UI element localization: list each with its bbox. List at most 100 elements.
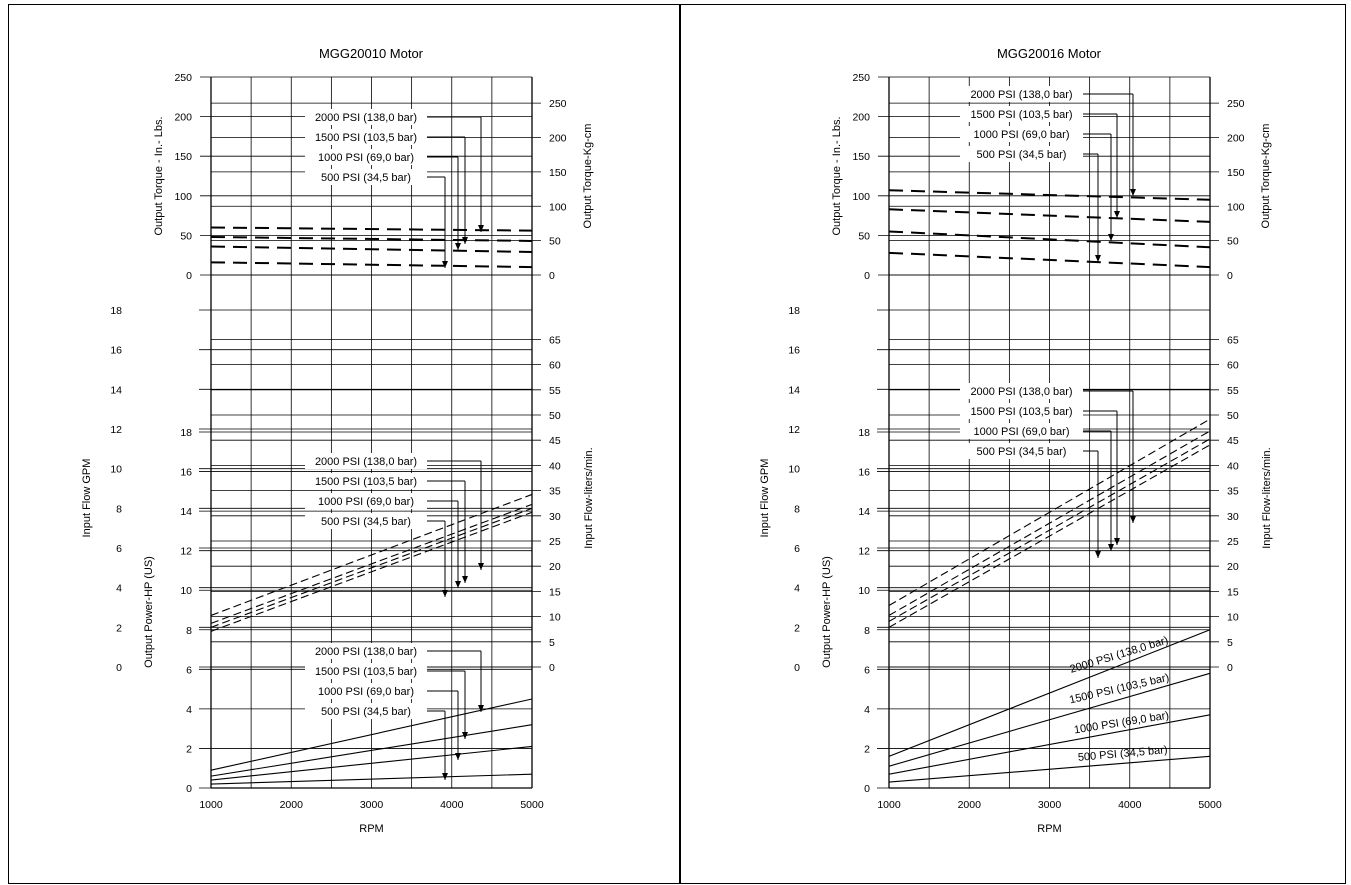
chart2-lpm-tick: 45 (1227, 435, 1239, 447)
chart2-flow-label-bg-2 (960, 423, 1083, 439)
chart2-kgcm-tick: 250 (1227, 98, 1245, 110)
chart2-flow-series-2 (888, 438, 1211, 622)
chart1-hp-tick: 6 (186, 664, 192, 676)
chart2-torque-series-1 (888, 208, 1211, 223)
chart2-gpm-tick: 18 (788, 305, 800, 317)
chart2-torque-label-bg-0 (960, 86, 1083, 102)
chart1-torque-arrowhead-1 (462, 237, 468, 244)
chart1-flow-arrowhead-3 (442, 590, 448, 597)
chart1-x-tick: 1000 (199, 799, 223, 811)
chart2-torque-arrowhead-1 (1114, 211, 1120, 218)
chart1-flow-label-0: 2000 PSI (138,0 bar) (315, 456, 417, 468)
chart1-gpm-tick: 10 (110, 464, 122, 476)
chart1-flow-label-1: 1500 PSI (103,5 bar) (315, 476, 417, 488)
chart1-lpm-tick: 40 (549, 460, 561, 472)
chart1-power-series-1 (210, 724, 533, 777)
chart2-torque-arrowhead-2 (1108, 234, 1114, 241)
chart1-torque-tick: 100 (174, 191, 192, 203)
chart1-flow-label-bg-0 (305, 453, 427, 469)
chart1-torque-tick: 250 (174, 72, 192, 84)
chart2-torque-label-2: 1000 PSI (69,0 bar) (973, 129, 1069, 141)
chart2-flow-arrowhead-0 (1130, 516, 1136, 523)
chart1-lpm-tick: 45 (549, 435, 561, 447)
chart2-power-label-2: 1000 PSI (69,0 bar) (1073, 710, 1170, 737)
chart1-flow-series-2 (210, 507, 533, 628)
chart2-x-tick: 3000 (1038, 799, 1062, 811)
chart1-torque-label-bg-1 (305, 129, 427, 145)
chart2-lpm-tick: 35 (1227, 486, 1239, 498)
chart2-hp-tick: 2 (864, 743, 870, 755)
chart2-lpm-tick: 5 (1227, 637, 1233, 649)
chart2-torque-label-bg-3 (960, 146, 1083, 162)
chart1-power-label-bg-1 (305, 663, 427, 679)
chart1-hp-tick: 18 (180, 427, 192, 439)
chart1-torque-label-0: 2000 PSI (138,0 bar) (315, 112, 417, 124)
chart1-power-series-0 (210, 698, 533, 771)
chart1-xlabel: RPM (359, 823, 383, 835)
chart2-power-series-0 (888, 629, 1211, 757)
chart2-gpm-tick: 14 (788, 384, 800, 396)
chart1-flow-label-2: 1000 PSI (69,0 bar) (318, 496, 414, 508)
chart1-gpm-tick: 16 (110, 345, 122, 357)
chart1-gpm-tick: 8 (116, 503, 122, 515)
chart2-torque-series-0 (888, 189, 1211, 201)
chart1-power-label-0: 2000 PSI (138,0 bar) (315, 646, 417, 658)
chart2-power-series-1 (888, 672, 1211, 767)
chart2-power-series-2 (888, 714, 1211, 775)
chart2-torque-tick: 0 (864, 270, 870, 282)
chart1-torque-ylabel: Output Torque - In.- Lbs. (153, 116, 165, 235)
chart1-kgcm-tick: 50 (549, 236, 561, 248)
chart1-lpm-tick: 15 (549, 586, 561, 598)
chart2-hp-tick: 18 (858, 427, 870, 439)
chart1-title: MGG20010 Motor (319, 46, 424, 61)
chart1-hp-tick: 2 (186, 743, 192, 755)
chart2-torque-tick: 250 (852, 72, 870, 84)
chart1-torque-label-bg-0 (305, 109, 427, 125)
chart2-lpm-tick: 60 (1227, 360, 1239, 372)
chart2-gpm-tick: 16 (788, 345, 800, 357)
chart2-flow-label-0: 2000 PSI (138,0 bar) (970, 386, 1072, 398)
chart1-lpm-tick: 60 (549, 360, 561, 372)
chart1-hp-tick: 12 (180, 546, 192, 558)
chart2-gpm-tick: 2 (794, 622, 800, 634)
chart1-torque-series-1 (210, 235, 533, 242)
chart2-flow-label-bg-0 (960, 383, 1083, 399)
chart2-flow-arrowhead-2 (1108, 544, 1114, 551)
chart1-kgcm-tick: 0 (549, 270, 555, 282)
chart2-torque-tick: 200 (852, 112, 870, 124)
chart1-torque-series-3 (210, 261, 533, 269)
chart1-flow-series-1 (210, 503, 533, 624)
chart1-lpm-tick: 50 (549, 410, 561, 422)
chart1-power-series-3 (210, 773, 533, 785)
chart2-kgcm-tick: 50 (1227, 236, 1239, 248)
chart1-x-tick: 4000 (440, 799, 464, 811)
chart2-torque-label-3: 500 PSI (34,5 bar) (977, 149, 1067, 161)
chart2-flow-ylabel: Input Flow GPM (759, 459, 771, 538)
chart1-hp-tick: 8 (186, 625, 192, 637)
chart1-kgcm-tick: 200 (549, 133, 567, 145)
chart2-torque-arrowhead-0 (1130, 189, 1136, 196)
chart2-flow-label-bg-3 (960, 443, 1083, 459)
panel-divider (679, 4, 681, 884)
chart1-lpm-tick: 20 (549, 561, 561, 573)
chart2-x-tick: 1000 (877, 799, 901, 811)
chart2-flow-label-bg-1 (960, 403, 1083, 419)
chart1-hp-tick: 16 (180, 467, 192, 479)
chart2-kgcm-ylabel: Output Torque-Kg-cm (1260, 124, 1272, 229)
chart1-gpm-tick: 6 (116, 543, 122, 555)
chart2-torque-series-2 (888, 230, 1211, 249)
chart1-kgcm-tick: 100 (549, 201, 567, 213)
chart1-hp-tick: 4 (186, 704, 192, 716)
chart2-flow-arrowhead-3 (1095, 551, 1101, 558)
chart2-power-series-3 (888, 755, 1211, 783)
chart1-gpm-tick: 18 (110, 305, 122, 317)
chart2-hp-tick: 8 (864, 625, 870, 637)
chart1-flow-arrowhead-1 (462, 576, 468, 583)
chart1-torque-label-bg-3 (305, 169, 427, 185)
chart1-x-tick: 5000 (520, 799, 544, 811)
chart1-flow-label-3: 500 PSI (34,5 bar) (321, 516, 411, 528)
chart2-torque-label-0: 2000 PSI (138,0 bar) (970, 89, 1072, 101)
chart2-lpm-tick: 15 (1227, 586, 1239, 598)
chart2-torque-arrowhead-3 (1095, 255, 1101, 262)
